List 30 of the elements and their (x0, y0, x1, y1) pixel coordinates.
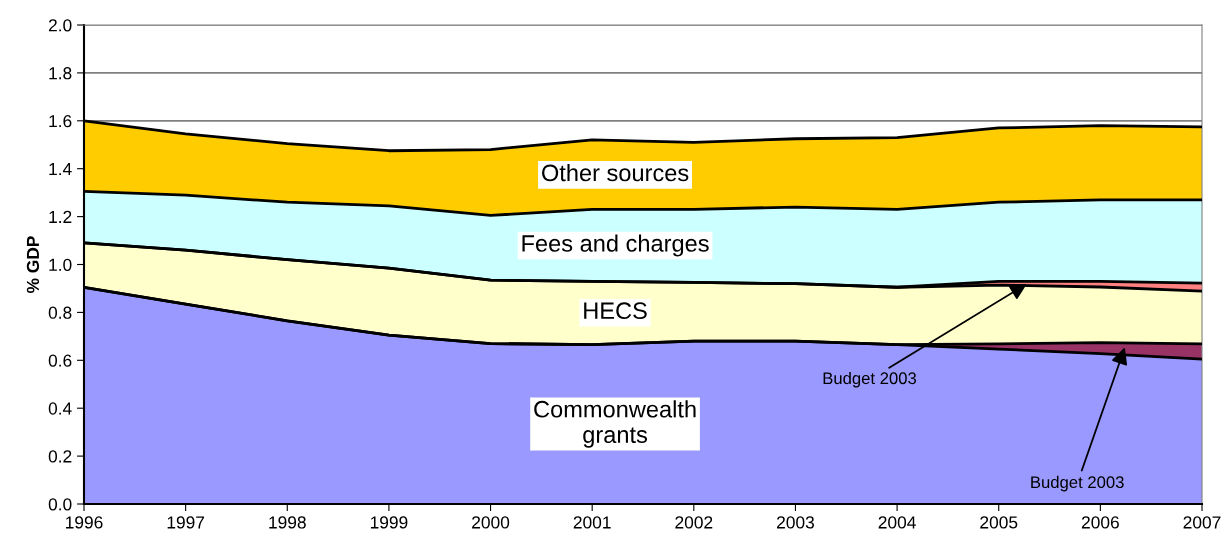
x-tick-label: 2006 (1081, 516, 1119, 529)
y-tick-label: 1.4 (49, 163, 72, 175)
y-tick-label: 0.2 (48, 450, 72, 463)
x-tick-label: 2004 (878, 516, 916, 529)
x-tick-label: 1998 (269, 516, 306, 529)
x-tick-label: 1996 (66, 516, 103, 529)
y-tick-label: 0.8 (48, 306, 72, 319)
x-tick-label: 2002 (675, 516, 713, 529)
x-tick-label: 1999 (370, 516, 408, 529)
x-tick-label: 2000 (472, 516, 510, 529)
series-label: Fees and charges (522, 234, 709, 257)
annotation: Budget 2003 (1031, 475, 1124, 492)
series-label: HECS (584, 302, 647, 320)
x-tick-label: 2005 (980, 516, 1018, 529)
series-label: Commonwealth grants (534, 400, 696, 448)
y-tick-label: 0.6 (48, 354, 72, 367)
y-tick-label: 1.2 (49, 210, 72, 223)
y-tick-label: 1.0 (49, 258, 72, 271)
x-tick-label: 2007 (1183, 516, 1221, 529)
x-tick-label: 2001 (573, 516, 611, 529)
series-label: Other sources (542, 163, 689, 182)
y-tick-label: 0.4 (48, 402, 72, 415)
y-axis-title: % GDP (26, 236, 40, 294)
y-tick-label: 0.0 (48, 498, 72, 511)
annotation: Budget 2003 (823, 371, 917, 388)
y-tick-label: 1.8 (49, 67, 72, 80)
y-tick-label: 2.0 (48, 19, 72, 32)
x-tick-label: 1997 (167, 516, 205, 529)
x-tick-label: 2003 (777, 516, 814, 529)
y-tick-label: 1.6 (49, 114, 72, 128)
